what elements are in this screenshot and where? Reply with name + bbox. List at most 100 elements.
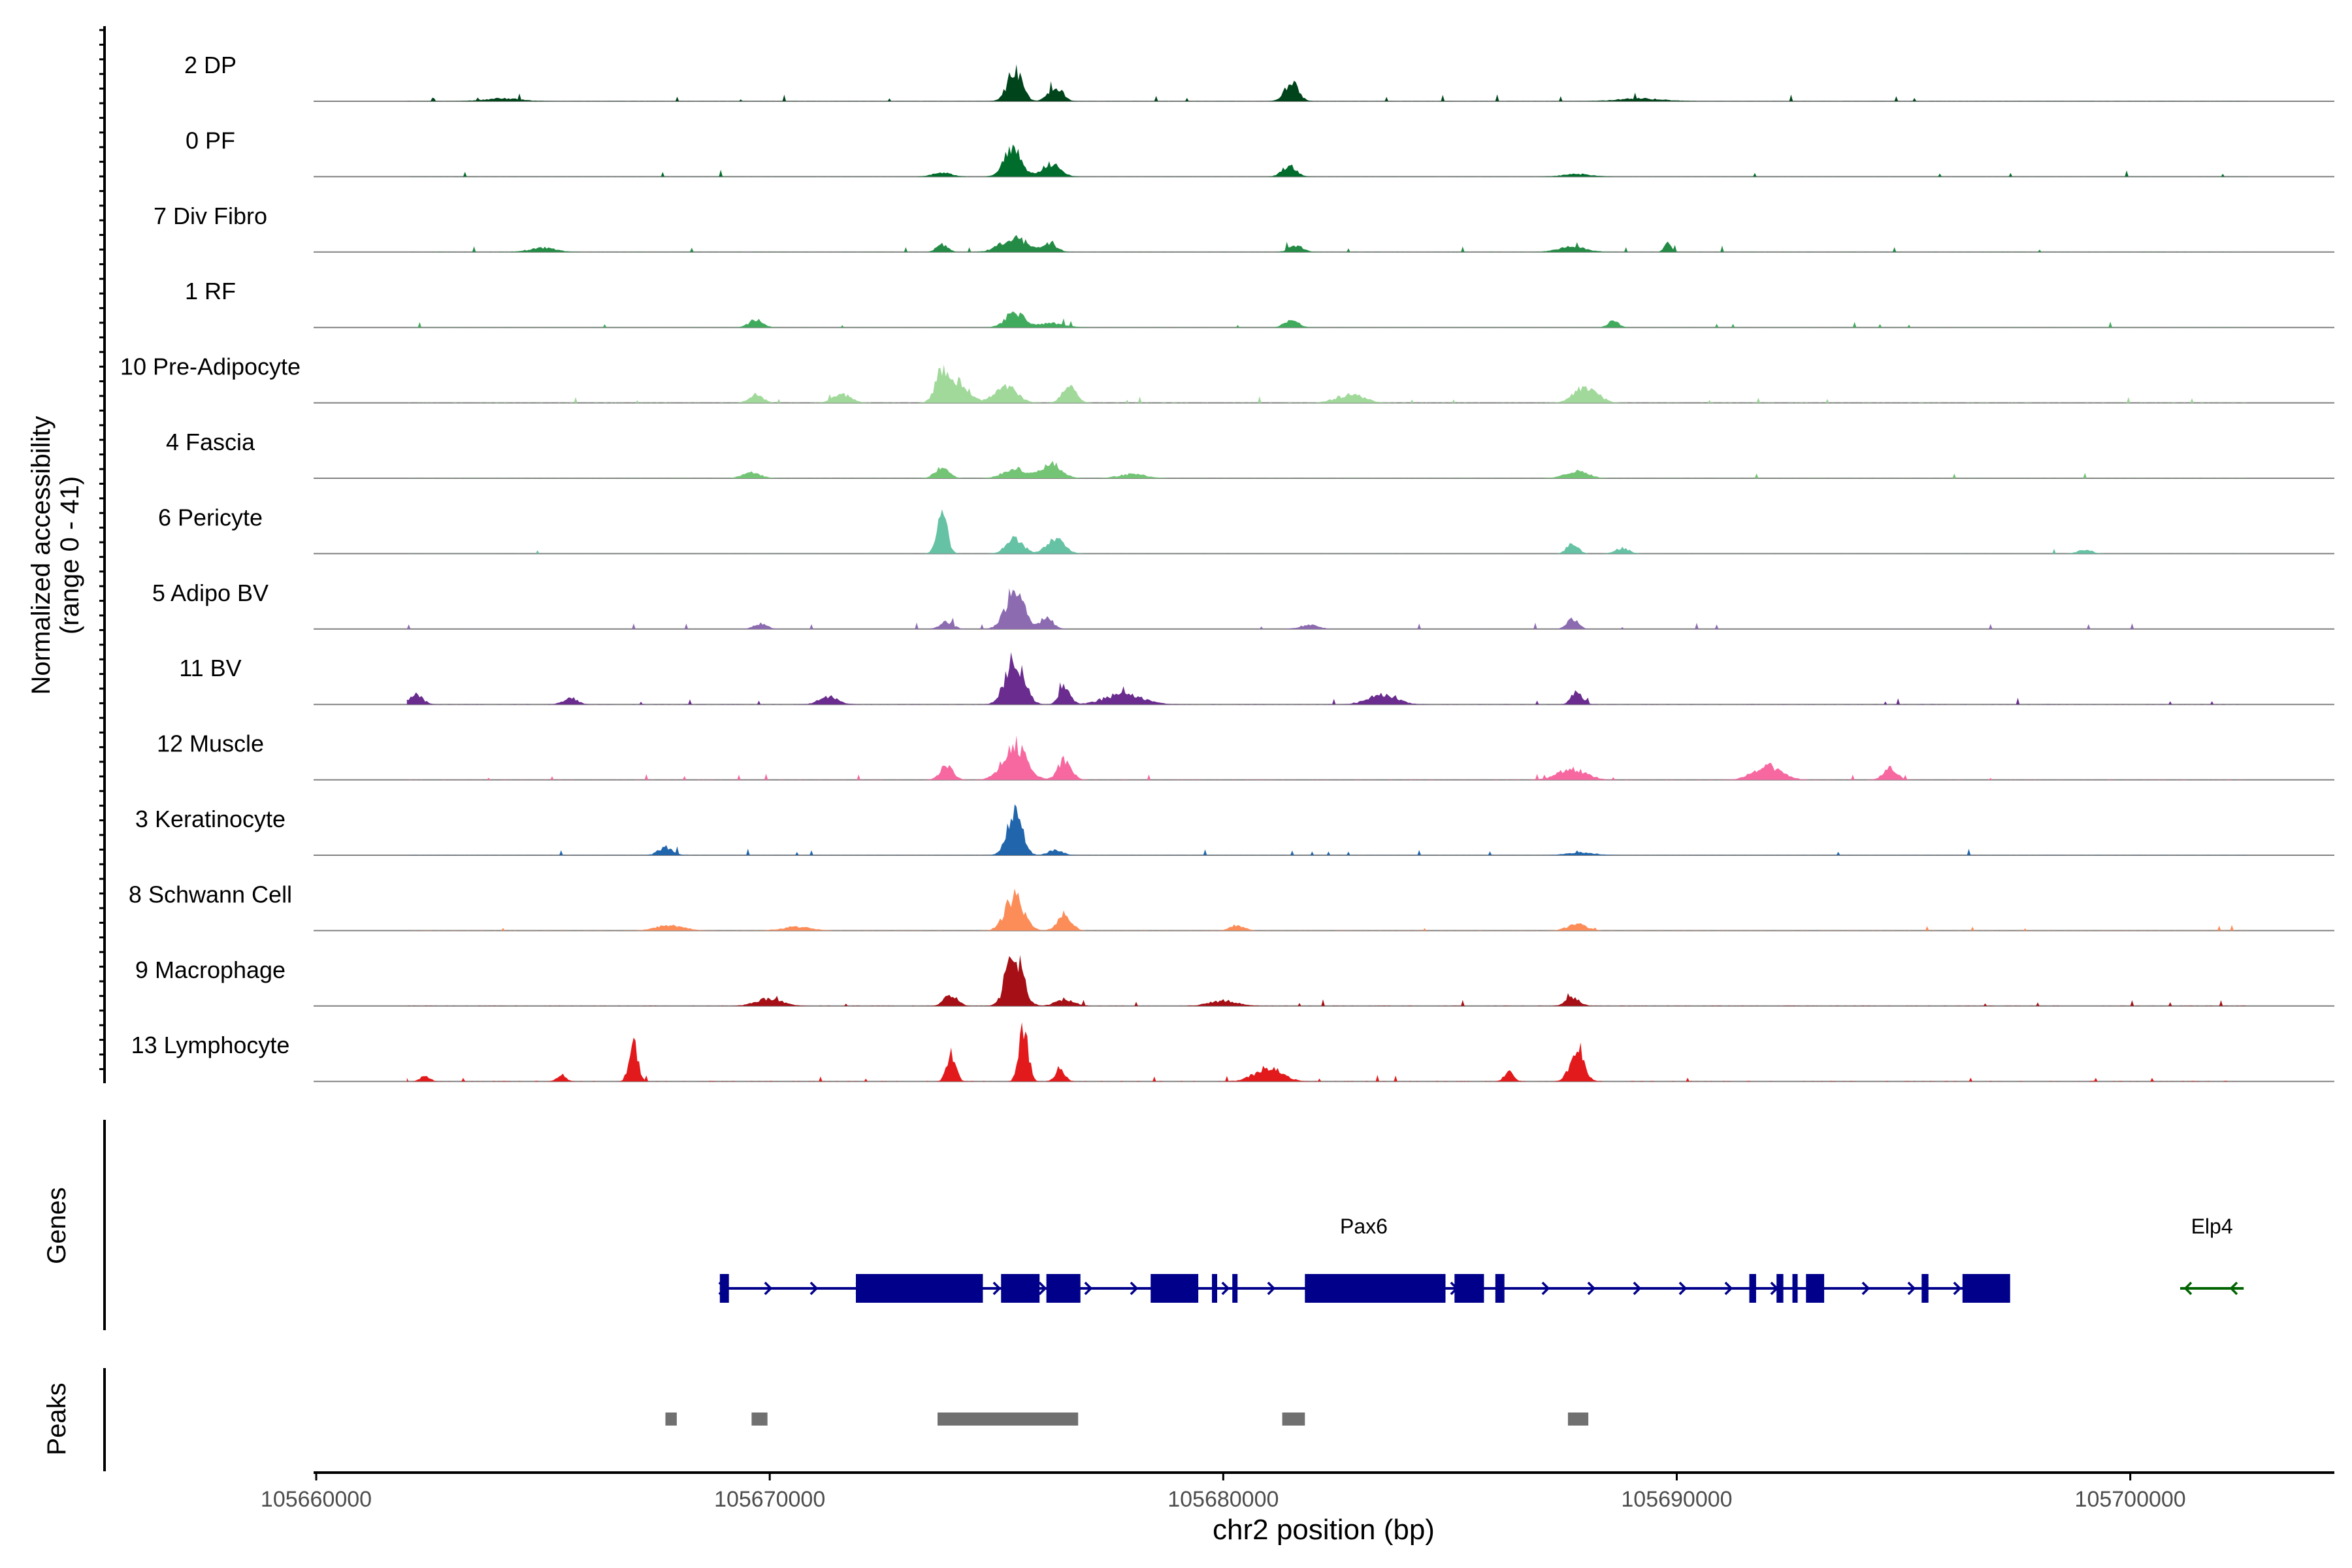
strand-arrow [1633,1281,1642,1296]
coverage-y-label-range: (range 0 - 41) [56,476,84,634]
strand-arrow [1038,1281,1047,1296]
coverage-track: 5 Adipo BV [152,580,2334,630]
strand-arrow [1861,1281,1870,1296]
x-tick-label: 105670000 [714,1487,825,1512]
strand-arrow [1587,1281,1596,1296]
track-label: 13 Lymphocyte [131,1032,290,1058]
strand-arrow [1130,1281,1139,1296]
peak-region [665,1413,677,1426]
x-tick-label: 105660000 [261,1487,372,1512]
coverage-track: 13 Lymphocyte [131,1022,2334,1083]
x-axis-label: chr2 position (bp) [1213,1514,1435,1546]
track-label: 7 Div Fibro [154,203,267,229]
coverage-track: 10 Pre-Adipocyte [120,353,2334,404]
coverage-track: 12 Muscle [157,730,2334,781]
gene-models: Pax6 Elp4 [718,1215,2244,1303]
coverage-y-axis-ticks [99,29,105,1070]
coverage-area [406,461,2249,478]
coverage-area [406,509,2249,554]
coverage-area [406,955,2249,1006]
strand-arrow [1953,1281,1962,1296]
strand-arrow [1907,1281,1916,1296]
track-label: 4 Fascia [166,429,255,455]
track-label: 10 Pre-Adipocyte [120,353,301,380]
gene-exon [1001,1274,1040,1303]
x-tick-label: 105700000 [2075,1487,2186,1512]
coverage-area [406,888,2249,931]
coverage-area [406,735,2249,780]
gene-exon [1212,1274,1217,1303]
coverage-area [406,64,2249,101]
gene-exon [1495,1274,1505,1303]
track-label: 3 Keratinocyte [135,806,286,832]
coverage-track: 6 Pericyte [158,504,2334,555]
gene-exon [1232,1274,1238,1303]
peak-region [751,1413,768,1426]
strand-arrow [1084,1281,1093,1296]
strand-arrow [992,1281,1002,1296]
gene-exon [1792,1274,1798,1303]
gene-exon [1046,1274,1081,1303]
x-tick-label: 105680000 [1168,1487,1279,1512]
gene-exon [1151,1274,1199,1303]
coverage-track: 7 Div Fibro [154,203,2334,253]
coverage-track: 1 RF [185,278,2334,329]
strand-arrow [1267,1281,1276,1296]
peak-region [938,1413,1079,1426]
x-tick-label: 105690000 [1621,1487,1732,1512]
strand-arrow [1221,1281,1230,1296]
peaks-track-label: Peaks [42,1382,71,1455]
track-label: 9 Macrophage [135,956,286,983]
x-axis-ticks: 105660000 105670000 105680000 105690000 1057… [261,1473,2186,1512]
coverage-y-label: Normalized accessibility [27,416,56,695]
gene-exon [719,1274,729,1303]
coverage-area [406,311,2249,328]
strand-arrow [1541,1281,1550,1296]
strand-arrow [2183,1281,2193,1296]
gene-exon [1806,1274,1825,1303]
coverage-area [406,365,2249,403]
coverage-area [406,1022,2249,1082]
strand-arrow [1724,1281,1733,1296]
coverage-area [406,235,2249,252]
coverage-track: 3 Keratinocyte [135,804,2334,856]
coverage-area [406,652,2249,705]
strand-arrow [1678,1281,1688,1296]
genes-track-label: Genes [42,1187,71,1264]
coverage-area [406,804,2249,855]
track-label: 8 Schwann Cell [129,881,292,907]
track-label: 2 DP [184,52,237,78]
track-label: 5 Adipo BV [152,580,269,606]
gene-label: Pax6 [1340,1215,1388,1238]
strand-arrow [809,1281,819,1296]
gene-exon [1749,1274,1756,1303]
gene-exon [1921,1274,1929,1303]
gene-pax6: Pax6 [718,1215,2010,1303]
coverage-tracks: 2 DP 0 PF 7 Div Fibro 1 RF 10 Pre-Adipocyte 4… [120,52,2334,1083]
track-label: 6 Pericyte [158,504,263,531]
gene-exon [856,1274,983,1303]
strand-arrow [2229,1281,2238,1296]
peak-region [1567,1413,1589,1426]
gene-label: Elp4 [2191,1215,2233,1238]
gene-exon [1454,1274,1484,1303]
track-label: 11 BV [179,655,241,681]
coverage-track: 8 Schwann Cell [129,881,2334,932]
peak-region [1282,1413,1305,1426]
track-label: 0 PF [186,127,235,154]
coverage-track: 4 Fascia [166,429,2334,479]
coverage-track: 0 PF [186,127,2334,178]
coverage-area [406,588,2249,629]
gene-exon [1962,1274,2010,1303]
coverage-track: 11 BV [179,652,2334,706]
coverage-area [406,144,2249,177]
track-label: 12 Muscle [157,730,264,757]
coverage-track: 9 Macrophage [135,955,2334,1007]
gene-exon [1776,1274,1784,1303]
coverage-track: 2 DP [184,52,2334,102]
track-label: 1 RF [185,278,236,304]
gene-exon [1305,1274,1446,1303]
gene-elp4: Elp4 [2180,1215,2244,1296]
strand-arrow [764,1281,773,1296]
